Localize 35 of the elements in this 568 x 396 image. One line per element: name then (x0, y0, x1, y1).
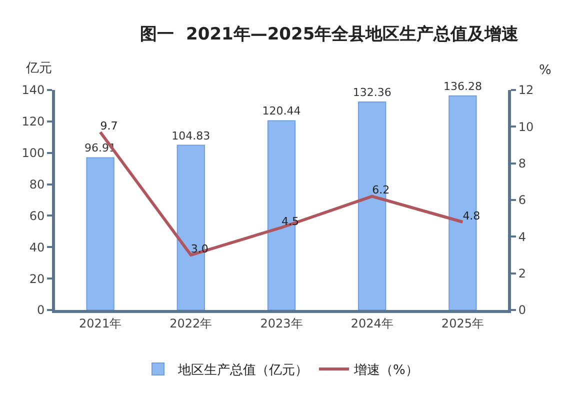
y2-tick-label: 2 (518, 266, 526, 281)
y2-tick-label: 8 (518, 156, 526, 171)
y-tick-label: 80 (29, 177, 45, 192)
x-tick-label: 2022年 (170, 316, 212, 330)
y-axis-title: 亿元 (25, 61, 52, 76)
y2-tick-label: 0 (518, 303, 526, 318)
y-tick-label: 100 (22, 146, 45, 160)
x-tick-label: 2025年 (441, 316, 484, 330)
data-label: 132.36 (352, 86, 392, 100)
y2-tick-label: 4 (518, 230, 526, 244)
legend-label: 地区生产总值（亿元） (177, 363, 308, 378)
data-label: 9.7 (100, 119, 118, 132)
data-label: 136.28 (443, 80, 482, 93)
bar (267, 120, 296, 310)
y-tick-label: 140 (22, 83, 45, 98)
y-tick-label: 120 (22, 114, 45, 129)
data-label: 4.8 (462, 209, 480, 222)
data-label: 104.83 (172, 129, 210, 142)
bar (86, 157, 114, 310)
y2-tick-label: 6 (518, 193, 526, 208)
legend-label: 增速（%） (353, 363, 418, 378)
x-tick-label: 2024年 (350, 316, 394, 330)
x-tick-label: 2021年 (79, 316, 122, 330)
data-label: 120.44 (262, 104, 301, 118)
data-label: 6.2 (372, 184, 390, 197)
y2-tick-label: 10 (518, 120, 534, 134)
y-tick-label: 40 (29, 240, 45, 254)
bar (358, 102, 386, 310)
y-tick-label: 20 (29, 272, 45, 286)
y2-tick-label: 12 (518, 83, 534, 98)
y-tick-label: 60 (29, 208, 45, 223)
x-tick-label: 2023年 (260, 316, 303, 330)
y2-axis-title: % (539, 63, 552, 78)
y-tick-label: 0 (36, 303, 45, 318)
chart-title: 图一 2021年—2025年全县地区生产总值及增速 (140, 24, 519, 45)
